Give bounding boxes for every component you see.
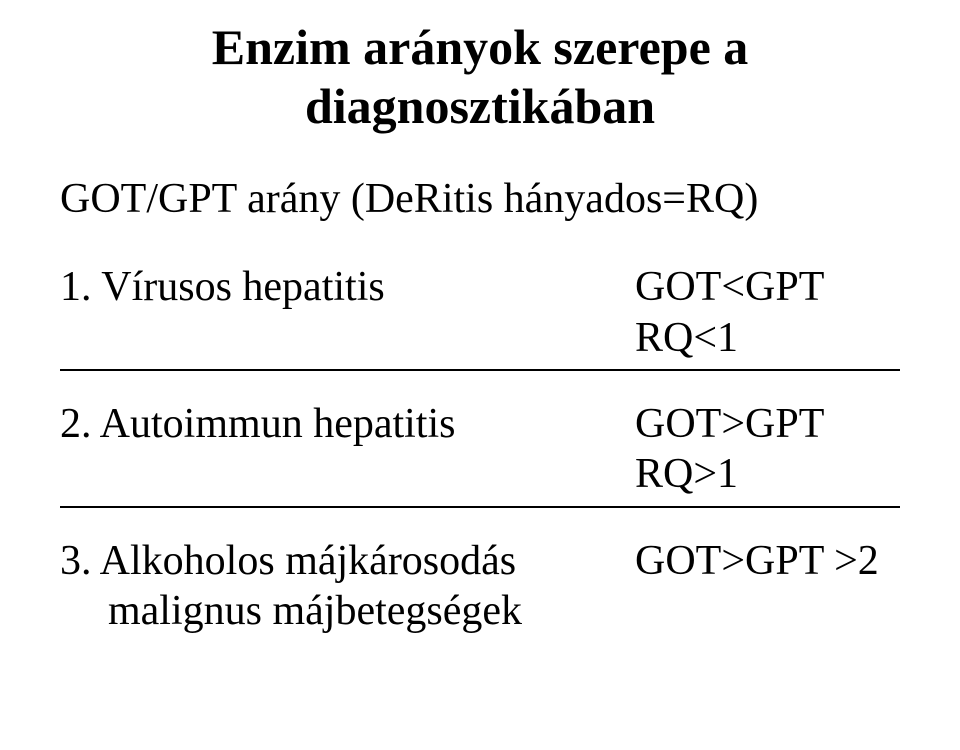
page-title: Enzim arányok szerepe a diagnosztikában bbox=[60, 18, 900, 136]
item-1-label: 1. Vírusos hepatitis bbox=[60, 262, 635, 312]
item-3-label: 3. Alkoholos májkárosodás malignus májbe… bbox=[60, 536, 635, 637]
title-line-1: Enzim arányok szerepe a bbox=[212, 19, 749, 75]
item-3-value: GOT>GPT >2 bbox=[635, 536, 900, 586]
item-1-value-line2: RQ<1 bbox=[635, 315, 738, 361]
item-2-value: GOT>GPT RQ>1 bbox=[635, 399, 900, 500]
list-item: 2. Autoimmun hepatitis GOT>GPT RQ>1 bbox=[60, 399, 900, 500]
divider bbox=[60, 506, 900, 508]
list-item: 3. Alkoholos májkárosodás malignus májbe… bbox=[60, 536, 900, 637]
divider bbox=[60, 369, 900, 371]
item-2-value-line2: RQ>1 bbox=[635, 451, 738, 497]
subtitle: GOT/GPT arány (DeRitis hányados=RQ) bbox=[60, 176, 900, 222]
item-3-label-line2: malignus májbetegségek bbox=[60, 588, 522, 634]
item-1-value-line1: GOT<GPT bbox=[635, 264, 824, 310]
item-3-value-line1: GOT>GPT >2 bbox=[635, 538, 879, 584]
item-2-label: 2. Autoimmun hepatitis bbox=[60, 399, 635, 449]
slide-page: Enzim arányok szerepe a diagnosztikában … bbox=[0, 0, 960, 750]
list-item: 1. Vírusos hepatitis GOT<GPT RQ<1 bbox=[60, 262, 900, 363]
item-3-label-line1: 3. Alkoholos májkárosodás bbox=[60, 538, 516, 584]
item-1-value: GOT<GPT RQ<1 bbox=[635, 262, 900, 363]
item-2-value-line1: GOT>GPT bbox=[635, 401, 824, 447]
title-line-2: diagnosztikában bbox=[305, 78, 655, 134]
